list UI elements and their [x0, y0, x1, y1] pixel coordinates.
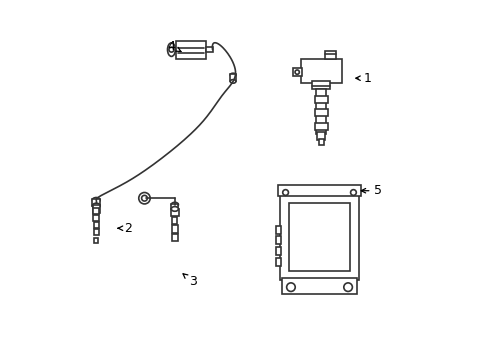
Bar: [93, 215, 99, 221]
Bar: [172, 217, 177, 224]
Text: 5: 5: [361, 184, 382, 197]
Bar: [205, 47, 212, 53]
Bar: [275, 258, 281, 266]
Circle shape: [282, 190, 288, 195]
Circle shape: [294, 70, 299, 74]
Circle shape: [142, 195, 147, 201]
Bar: [93, 205, 100, 213]
Ellipse shape: [171, 202, 178, 207]
Ellipse shape: [171, 207, 178, 211]
Circle shape: [168, 47, 174, 52]
Bar: [314, 96, 327, 103]
Bar: [94, 238, 98, 243]
Ellipse shape: [167, 43, 175, 57]
Circle shape: [286, 283, 295, 292]
Bar: [92, 199, 100, 206]
Bar: [172, 225, 177, 233]
Bar: [314, 123, 327, 130]
Circle shape: [139, 193, 150, 204]
Circle shape: [350, 190, 356, 195]
Ellipse shape: [92, 198, 100, 203]
Bar: [171, 234, 178, 241]
Text: 3: 3: [183, 274, 196, 288]
Bar: [94, 222, 99, 228]
Bar: [292, 68, 301, 76]
Bar: [275, 226, 281, 234]
Bar: [314, 109, 327, 116]
Bar: [278, 185, 360, 196]
Bar: [282, 278, 356, 294]
Ellipse shape: [92, 203, 100, 208]
Circle shape: [343, 283, 352, 292]
Text: 1: 1: [355, 72, 371, 85]
Text: 2: 2: [118, 222, 132, 235]
Bar: [275, 247, 281, 255]
Bar: [316, 89, 325, 134]
Bar: [170, 209, 179, 216]
Bar: [275, 237, 281, 244]
Bar: [93, 207, 99, 214]
Text: 4: 4: [167, 40, 181, 53]
Ellipse shape: [230, 73, 235, 77]
Bar: [171, 204, 178, 209]
Bar: [317, 132, 325, 140]
Bar: [175, 41, 205, 59]
Bar: [94, 229, 99, 235]
Bar: [288, 203, 349, 271]
Bar: [280, 187, 358, 280]
Bar: [312, 81, 329, 89]
Bar: [300, 59, 341, 83]
Ellipse shape: [230, 80, 235, 83]
Bar: [318, 139, 323, 145]
Bar: [230, 74, 235, 81]
Bar: [324, 50, 335, 59]
